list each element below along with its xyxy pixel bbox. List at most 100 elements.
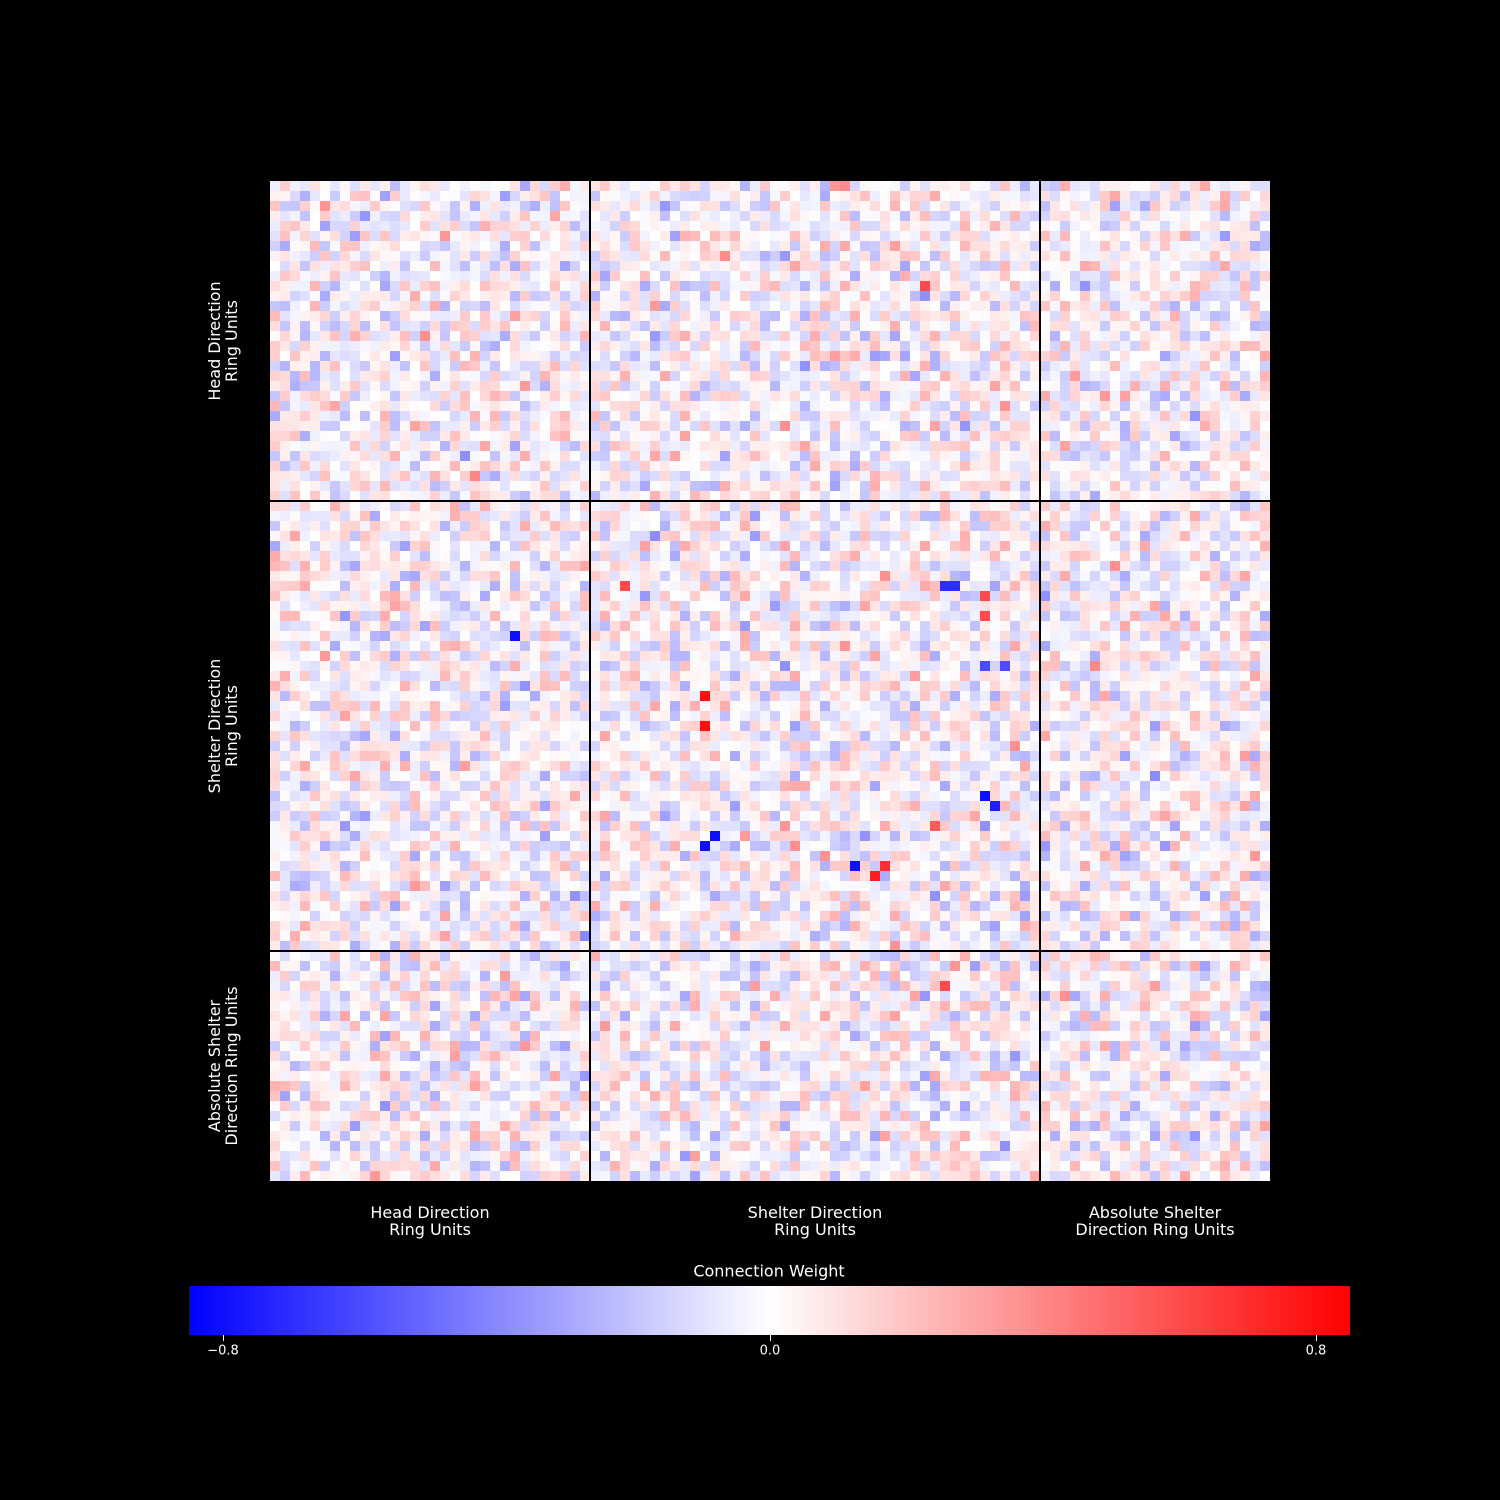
heatmap-cell	[630, 231, 640, 241]
heatmap-cell	[850, 381, 860, 391]
heatmap-cell	[290, 421, 300, 431]
heatmap-cell	[1160, 551, 1170, 561]
heatmap-cell	[670, 501, 680, 511]
heatmap-cell	[720, 411, 730, 421]
heatmap-cell	[580, 221, 590, 231]
heatmap-cell	[960, 431, 970, 441]
heatmap-cell	[960, 331, 970, 341]
heatmap-cell	[740, 361, 750, 371]
heatmap-cell	[930, 231, 940, 241]
heatmap-cell	[930, 271, 940, 281]
heatmap-cell	[670, 251, 680, 261]
heatmap-cell	[530, 351, 540, 361]
heatmap-cell	[1010, 231, 1020, 241]
heatmap-cell	[1080, 481, 1090, 491]
heatmap-cell	[990, 411, 1000, 421]
heatmap-cell	[280, 461, 290, 471]
heatmap-cell	[1060, 221, 1070, 231]
heatmap-cell	[1130, 201, 1140, 211]
heatmap-cell	[1050, 561, 1060, 571]
heatmap-cell	[870, 461, 880, 471]
heatmap-cell	[1030, 631, 1040, 641]
heatmap-cell	[1100, 671, 1110, 681]
heatmap-cell	[710, 511, 720, 521]
heatmap-cell	[430, 431, 440, 441]
heatmap-cell	[530, 631, 540, 641]
heatmap-cell	[610, 601, 620, 611]
heatmap-cell	[750, 461, 760, 471]
heatmap-cell	[1000, 511, 1010, 521]
heatmap-cell	[570, 421, 580, 431]
heatmap-cell	[930, 361, 940, 371]
heatmap-cell	[450, 211, 460, 221]
heatmap-cell	[950, 531, 960, 541]
heatmap-cell	[1210, 641, 1220, 651]
heatmap-cell	[770, 671, 780, 681]
heatmap-cell	[810, 331, 820, 341]
heatmap-cell	[400, 651, 410, 661]
heatmap-cell	[340, 551, 350, 561]
heatmap-cell	[1140, 231, 1150, 241]
heatmap-cell	[920, 521, 930, 531]
heatmap-cell	[700, 511, 710, 521]
heatmap-cell	[470, 491, 480, 501]
heatmap-cell	[510, 251, 520, 261]
heatmap-cell	[620, 471, 630, 481]
heatmap-cell	[690, 371, 700, 381]
heatmap-cell	[540, 361, 550, 371]
heatmap-cell	[670, 631, 680, 641]
heatmap-cell	[540, 281, 550, 291]
heatmap-cell	[1120, 451, 1130, 461]
heatmap-cell	[930, 561, 940, 571]
heatmap-cell	[1210, 541, 1220, 551]
heatmap-cell	[640, 471, 650, 481]
heatmap-cell	[930, 491, 940, 501]
heatmap-cell	[330, 431, 340, 441]
heatmap-cell	[1230, 531, 1240, 541]
heatmap-cell	[440, 361, 450, 371]
heatmap-cell	[1090, 241, 1100, 251]
heatmap-cell	[580, 431, 590, 441]
heatmap-cell	[800, 511, 810, 521]
heatmap-cell	[930, 511, 940, 521]
heatmap-cell	[760, 401, 770, 411]
heatmap-cell	[940, 221, 950, 231]
heatmap-cell	[330, 411, 340, 421]
heatmap-cell	[290, 381, 300, 391]
heatmap-cell	[910, 231, 920, 241]
heatmap-cell	[1080, 591, 1090, 601]
heatmap-cell	[600, 471, 610, 481]
heatmap-cell	[1110, 321, 1120, 331]
heatmap-cell	[370, 621, 380, 631]
heatmap-cell	[450, 441, 460, 451]
heatmap-cell	[1110, 571, 1120, 581]
heatmap-cell	[1190, 441, 1200, 451]
heatmap-cell	[450, 521, 460, 531]
heatmap-cell	[480, 231, 490, 241]
heatmap-cell	[780, 361, 790, 371]
heatmap-cell	[1240, 191, 1250, 201]
heatmap-cell	[810, 261, 820, 271]
heatmap-cell	[1010, 371, 1020, 381]
heatmap-cell	[290, 371, 300, 381]
heatmap-cell	[1010, 261, 1020, 271]
heatmap-cell	[1120, 391, 1130, 401]
heatmap-cell	[940, 501, 950, 511]
heatmap-cell	[990, 461, 1000, 471]
heatmap-cell	[340, 491, 350, 501]
heatmap-cell	[520, 591, 530, 601]
heatmap-cell	[530, 621, 540, 631]
heatmap-cell	[980, 381, 990, 391]
heatmap-cell	[780, 501, 790, 511]
heatmap-cell	[1070, 341, 1080, 351]
heatmap-cell	[670, 421, 680, 431]
heatmap-cell	[670, 451, 680, 461]
heatmap-cell	[1180, 391, 1190, 401]
heatmap-cell	[600, 321, 610, 331]
heatmap-cell	[1010, 321, 1020, 331]
heatmap-cell	[710, 271, 720, 281]
heatmap-cell	[860, 491, 870, 501]
heatmap-cell	[1050, 571, 1060, 581]
heatmap-cell	[910, 631, 920, 641]
heatmap-cell	[690, 591, 700, 601]
